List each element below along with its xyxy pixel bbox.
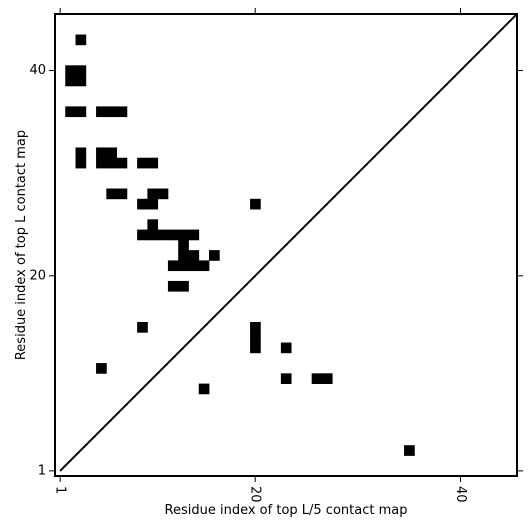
contact-cell xyxy=(65,106,76,118)
contact-cell xyxy=(137,157,148,169)
contact-cell xyxy=(167,260,179,272)
contact-cell xyxy=(250,322,261,333)
contact-cell xyxy=(167,280,179,292)
contact-cell xyxy=(321,373,333,384)
contact-cell xyxy=(96,363,107,374)
contact-cell xyxy=(75,147,87,159)
y-tick-label: 20 xyxy=(29,268,46,283)
y-tick-label: 40 xyxy=(29,63,46,78)
contact-cell xyxy=(188,229,200,241)
contact-cell xyxy=(106,106,117,118)
plot-frame xyxy=(54,13,518,477)
contact-cell xyxy=(106,157,117,169)
contact-cell xyxy=(188,250,200,261)
contact-cell xyxy=(75,157,87,169)
contact-cell xyxy=(96,147,107,159)
x-tick-label: 20 xyxy=(248,486,263,503)
x-tick-labels: 1 20 40 xyxy=(53,486,468,503)
contact-cell xyxy=(147,188,159,200)
contact-cell xyxy=(157,188,169,200)
axis-ticks xyxy=(49,8,523,482)
contact-cell xyxy=(178,239,189,251)
contact-cell xyxy=(250,342,261,354)
contact-cell xyxy=(106,147,117,159)
contact-cell xyxy=(198,260,210,272)
contact-cell xyxy=(116,106,128,118)
contact-cell xyxy=(188,260,200,272)
contact-cell xyxy=(147,157,159,169)
contact-cell xyxy=(280,342,292,354)
contact-cell xyxy=(178,250,189,261)
contact-cell xyxy=(147,198,159,210)
diagonal-line xyxy=(59,13,518,472)
contact-cell xyxy=(137,198,148,210)
contact-cell xyxy=(178,229,189,241)
contact-cell xyxy=(404,445,415,456)
contact-cell xyxy=(75,75,87,87)
contact-cell xyxy=(75,65,87,76)
contact-cell xyxy=(250,332,261,343)
contact-cell xyxy=(116,157,128,169)
x-tick-label: 40 xyxy=(453,486,468,503)
contact-cell xyxy=(167,229,179,241)
contact-cell xyxy=(65,75,76,87)
contact-cell xyxy=(116,188,128,200)
contact-cell xyxy=(75,106,87,118)
y-tick-labels: 1 20 40 xyxy=(29,63,46,478)
contact-cell xyxy=(157,229,169,241)
contact-cell xyxy=(198,383,210,395)
contact-cell xyxy=(106,188,117,200)
contact-cell xyxy=(311,373,323,384)
y-tick-label: 1 xyxy=(38,463,46,478)
contact-cell xyxy=(147,229,159,241)
contact-cell xyxy=(280,373,292,384)
contact-cell xyxy=(250,198,261,210)
contact-cell xyxy=(178,280,189,292)
contact-cell xyxy=(65,65,76,76)
contact-cell xyxy=(209,250,220,261)
contact-cell xyxy=(96,106,107,118)
y-axis-label: Residue index of top L contact map xyxy=(14,130,29,360)
contact-cell xyxy=(96,157,107,169)
contact-cell xyxy=(137,229,148,241)
contact-cell xyxy=(147,219,159,230)
x-axis-label: Residue index of top L/5 contact map xyxy=(165,503,408,518)
x-tick-label: 1 xyxy=(53,486,68,494)
lower-triangle-cells xyxy=(96,322,415,456)
contact-cell xyxy=(137,322,148,333)
contact-cell xyxy=(75,34,87,46)
contact-cell xyxy=(178,260,189,272)
upper-triangle-cells xyxy=(65,34,261,333)
